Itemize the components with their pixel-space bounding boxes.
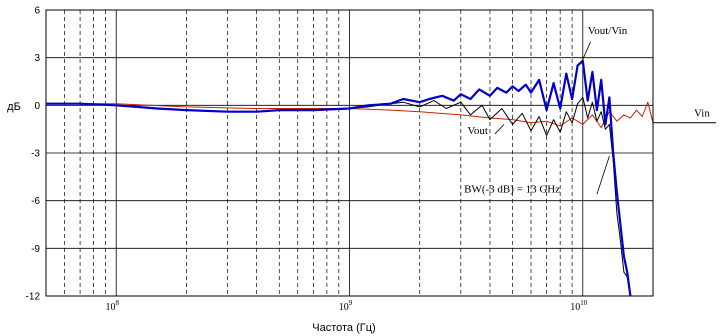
leader-bw [596, 156, 610, 195]
series-layer [46, 59, 716, 297]
y-tick-label: 3 [34, 53, 40, 64]
grid-layer [45, 9, 654, 297]
y-tick-label: 0 [34, 101, 40, 112]
x-tick-label: 109 [339, 299, 353, 313]
series-line-vout [46, 96, 631, 297]
tick-layer: 6 3 0 -3 -6 -9 -12 108 109 1010 [26, 6, 588, 314]
x-tick-label: 108 [105, 299, 119, 313]
x-tick-label: 1010 [570, 299, 588, 313]
annotation-label: BW(-3 dB) = 13 GHz [464, 184, 560, 196]
annotation-layer: Vout/Vin Vout BW(-3 dB) = 13 GHz Vin [464, 25, 710, 196]
leader-vout [494, 124, 505, 135]
series-line-vout-vin [46, 59, 632, 297]
y-axis-label: дБ [7, 101, 21, 113]
annotation-label: Vin [694, 107, 710, 119]
series-line-vin-extension [652, 102, 716, 124]
annotation-label: Vout [467, 125, 488, 137]
y-tick-label: 6 [34, 6, 40, 17]
series-line-vin [46, 101, 654, 129]
y-tick-label: -6 [31, 196, 40, 207]
y-tick-label: -3 [31, 149, 40, 160]
y-tick-label: -12 [26, 292, 41, 303]
x-axis-label: Частота (Гц) [312, 322, 375, 334]
annotation-label: Vout/Vin [588, 25, 628, 37]
leader-vout-vin [580, 41, 591, 65]
y-tick-label: -9 [31, 244, 40, 255]
